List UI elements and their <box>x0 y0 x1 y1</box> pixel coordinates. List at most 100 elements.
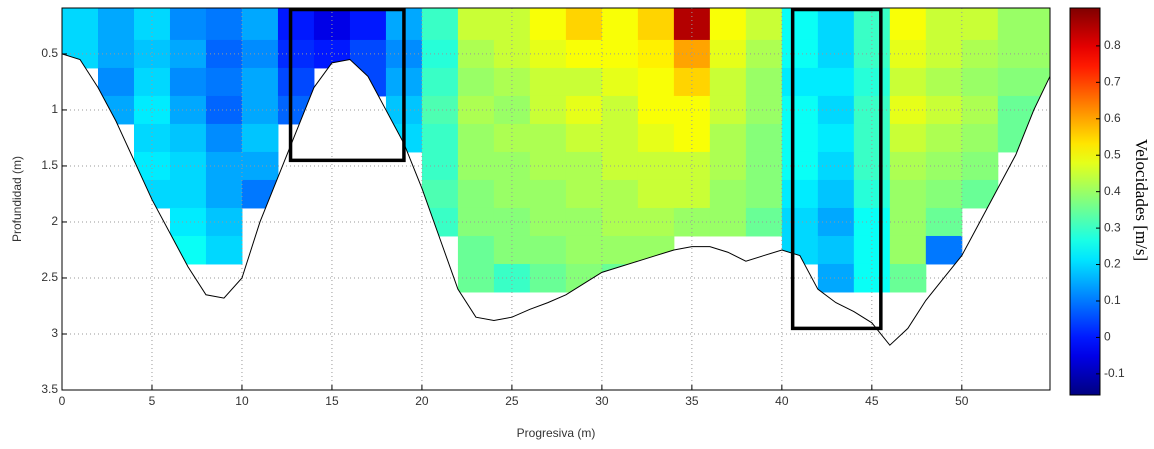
heat-cell <box>421 95 459 125</box>
heat-cell <box>565 123 603 153</box>
colorbar-tick-label: 0.1 <box>1104 293 1121 307</box>
x-axis-label: Progresiva (m) <box>517 426 596 440</box>
heat-cell <box>421 179 459 209</box>
heat-cell <box>205 95 243 125</box>
heat-cell <box>241 67 279 97</box>
heat-cell <box>781 67 819 97</box>
heat-cell <box>277 8 315 41</box>
x-tick-label: 5 <box>149 394 156 408</box>
colorbar-tick-label: 0.7 <box>1104 75 1121 89</box>
heat-cell <box>925 8 963 41</box>
heat-cell <box>817 123 855 153</box>
heat-cell <box>349 67 387 97</box>
heat-cell <box>889 39 927 69</box>
heat-cell <box>169 151 207 181</box>
heat-cell <box>169 235 207 265</box>
heat-cell <box>529 263 567 293</box>
heat-cell <box>457 179 495 209</box>
y-tick-label: 1.5 <box>41 158 58 172</box>
heat-cell <box>205 123 243 153</box>
heat-cell <box>745 8 783 41</box>
heat-cell <box>169 67 207 97</box>
x-tick-label: 10 <box>235 394 249 408</box>
heat-cell <box>601 151 639 181</box>
heat-cell <box>457 207 495 237</box>
heat-cell <box>781 207 819 237</box>
heat-cell <box>421 39 459 69</box>
x-tick-label: 50 <box>955 394 969 408</box>
heat-cell <box>709 8 747 41</box>
heat-cell <box>817 179 855 209</box>
heat-cell <box>745 39 783 69</box>
heat-cell <box>97 8 135 41</box>
colorbar-tick-label: 0.4 <box>1104 184 1121 198</box>
heat-cell <box>745 151 783 181</box>
heat-cell <box>781 151 819 181</box>
heat-cell <box>62 8 99 41</box>
colorbar-tick-label: -0.1 <box>1104 366 1125 380</box>
heat-cell <box>205 67 243 97</box>
heat-cell <box>889 95 927 125</box>
y-tick-label: 1 <box>51 102 58 116</box>
heat-cell <box>961 8 999 41</box>
heat-cell <box>961 95 999 125</box>
heat-cell <box>565 207 603 237</box>
y-tick-label: 2.5 <box>41 270 58 284</box>
x-tick-label: 30 <box>595 394 609 408</box>
heat-cell <box>817 207 855 237</box>
heat-cell <box>169 207 207 237</box>
y-tick-label: 3 <box>51 326 58 340</box>
heat-cell <box>349 8 387 41</box>
heat-cell <box>709 207 747 237</box>
heat-cell <box>889 8 927 41</box>
x-tick-label: 0 <box>59 394 66 408</box>
heat-cell <box>925 95 963 125</box>
heat-cell <box>637 95 675 125</box>
heat-cell <box>565 67 603 97</box>
heat-cell <box>529 151 567 181</box>
x-tick-label: 40 <box>775 394 789 408</box>
heat-cell <box>601 95 639 125</box>
heat-cell <box>889 123 927 153</box>
heat-cell <box>565 8 603 41</box>
heat-cell <box>169 179 207 209</box>
heat-cell <box>62 39 99 69</box>
heat-cell <box>601 235 639 265</box>
heat-cell <box>565 263 603 293</box>
highlight-box <box>288 7 406 163</box>
heat-cell <box>565 95 603 125</box>
heat-cell <box>925 151 963 181</box>
heat-cell <box>889 151 927 181</box>
heat-cell <box>997 67 1050 97</box>
heat-cell <box>745 95 783 125</box>
heat-cell <box>205 8 243 41</box>
heat-cell <box>169 39 207 69</box>
heat-cell <box>601 39 639 69</box>
heat-cell <box>421 207 459 237</box>
heat-cell <box>637 207 675 237</box>
heat-cell <box>889 67 927 97</box>
heat-cell <box>529 235 567 265</box>
heat-cell <box>601 207 639 237</box>
bed-profile <box>61 53 1051 346</box>
heat-cell <box>565 39 603 69</box>
x-tick-label: 15 <box>325 394 339 408</box>
heat-cell <box>529 95 567 125</box>
heat-cell <box>241 39 279 69</box>
heat-cell <box>241 179 279 209</box>
heat-cell <box>601 8 639 41</box>
heat-cell <box>205 207 243 237</box>
colorbar-label: Velocidades [m/s] <box>1132 139 1151 261</box>
heat-cell <box>889 263 927 293</box>
heat-cell <box>997 123 1050 153</box>
heat-cell <box>889 235 927 265</box>
heat-cell <box>421 123 459 153</box>
heat-cell <box>889 207 927 237</box>
heat-cell <box>97 67 135 97</box>
heat-cell <box>529 39 567 69</box>
heat-cell <box>889 179 927 209</box>
heat-cell <box>961 179 999 209</box>
heat-cell <box>745 207 783 237</box>
overlay: 0 5 10 15 20 25 30 35 40 45 50 0.5 1 1.5 2 2.5 3 3.5 <box>41 7 1051 408</box>
